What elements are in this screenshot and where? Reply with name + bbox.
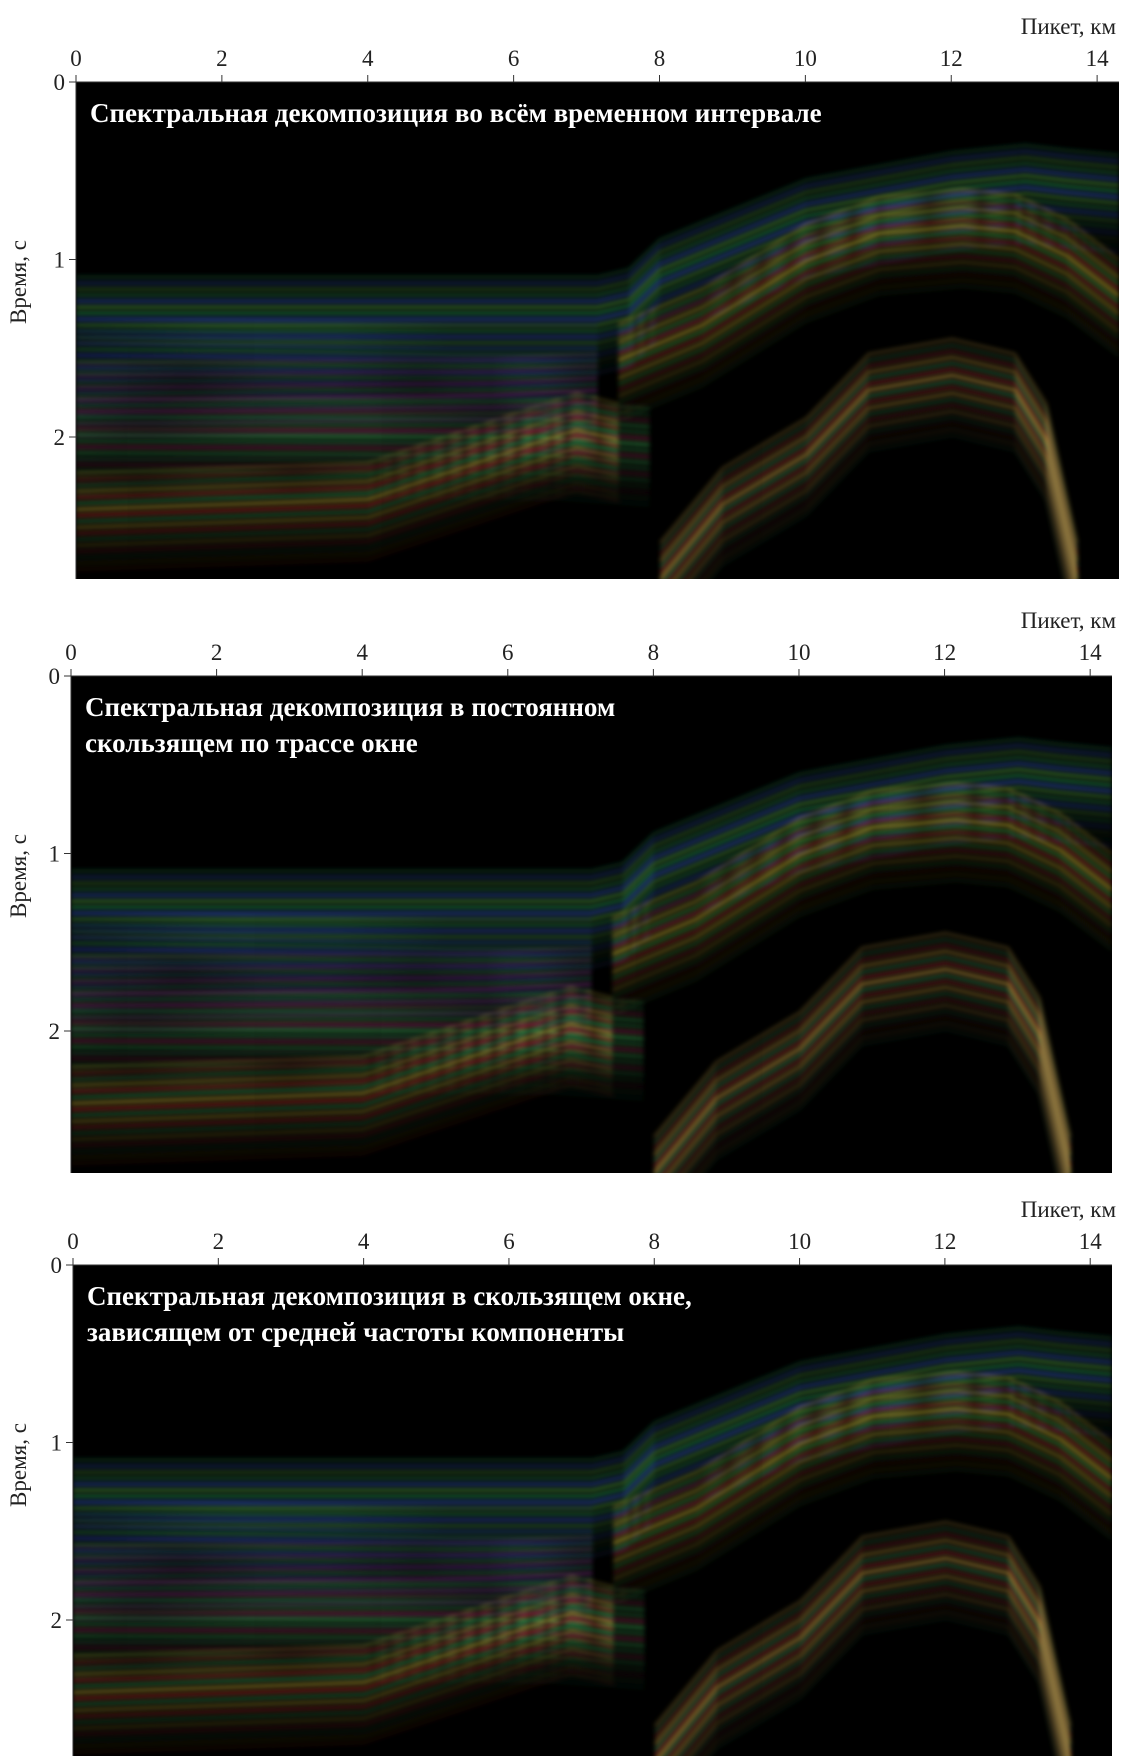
x-tick-label: 4 <box>358 1229 370 1254</box>
x-tick-label: 10 <box>794 46 817 71</box>
x-tick-label: 4 <box>356 640 368 665</box>
y-tick-label: 2 <box>51 1608 63 1633</box>
x-tick-label: 8 <box>649 1229 661 1254</box>
panel-title: скользящем по трассе окне <box>85 728 418 758</box>
panel-title: зависящем от средней частоты компоненты <box>87 1317 624 1347</box>
x-tick-label: 10 <box>787 640 810 665</box>
x-tick-label: 10 <box>788 1229 811 1254</box>
x-tick-label: 2 <box>213 1229 225 1254</box>
x-tick-label: 8 <box>654 46 666 71</box>
x-tick-label: 0 <box>65 640 77 665</box>
x-tick-label: 0 <box>70 46 82 71</box>
figure: 02468101214Пикет, км012Время, сСпектраль… <box>0 0 1122 1758</box>
x-axis-label: Пикет, км <box>1021 608 1117 633</box>
x-tick-label: 14 <box>1079 1229 1103 1254</box>
x-tick-label: 6 <box>502 640 514 665</box>
y-tick-label: 1 <box>49 842 61 867</box>
x-axis-label: Пикет, км <box>1021 1197 1117 1222</box>
y-tick-label: 0 <box>54 70 66 95</box>
x-tick-label: 4 <box>362 46 374 71</box>
x-tick-label: 2 <box>216 46 228 71</box>
y-tick-label: 1 <box>54 248 66 273</box>
x-tick-label: 2 <box>211 640 223 665</box>
panel-title: Спектральная декомпозиция в скользящем о… <box>87 1281 692 1311</box>
y-axis-label: Время, с <box>6 834 31 918</box>
y-tick-label: 0 <box>51 1253 63 1278</box>
x-tick-label: 8 <box>648 640 660 665</box>
x-tick-label: 12 <box>933 1229 956 1254</box>
y-tick-label: 2 <box>49 1019 61 1044</box>
x-tick-label: 12 <box>933 640 956 665</box>
x-tick-label: 6 <box>508 46 520 71</box>
x-tick-label: 0 <box>67 1229 79 1254</box>
y-axis-label: Время, с <box>6 240 31 324</box>
y-tick-label: 0 <box>49 664 61 689</box>
y-axis-label: Время, с <box>6 1423 31 1507</box>
x-tick-label: 12 <box>940 46 963 71</box>
y-tick-label: 2 <box>54 425 66 450</box>
x-tick-label: 14 <box>1079 640 1103 665</box>
x-tick-label: 14 <box>1086 46 1110 71</box>
y-tick-label: 1 <box>51 1431 63 1456</box>
x-axis-label: Пикет, км <box>1021 14 1117 39</box>
panel-title: Спектральная декомпозиция в постоянном <box>85 692 615 722</box>
panel: 02468101214Пикет, км012Время, сСпектраль… <box>6 1197 1116 1758</box>
x-tick-label: 6 <box>503 1229 515 1254</box>
panel-title: Спектральная декомпозиция во всём времен… <box>90 98 822 128</box>
